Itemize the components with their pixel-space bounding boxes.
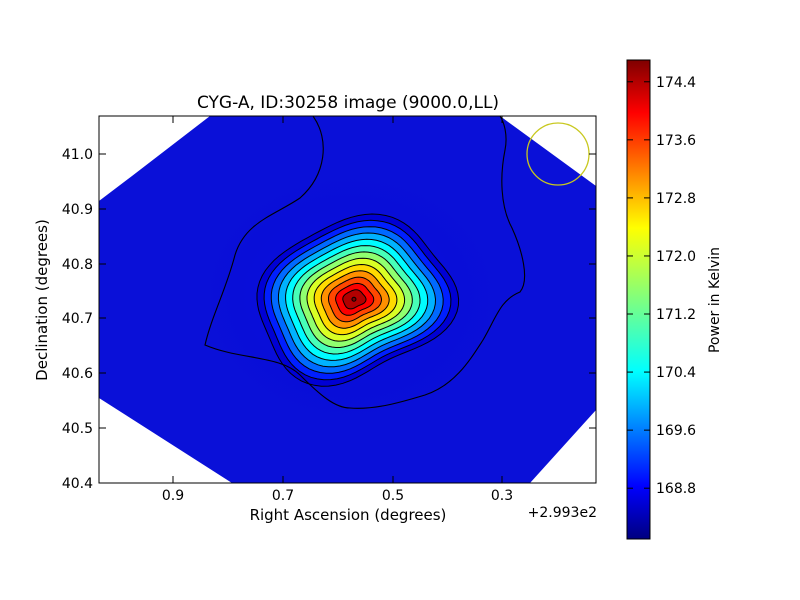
- peak-marker: [351, 296, 357, 302]
- y-tick-label: 40.9: [62, 202, 93, 218]
- contour-lines: [256, 213, 460, 387]
- y-axis: 41.0 40.9 40.8 40.7 40.6 40.5 40.4 Decli…: [33, 147, 596, 492]
- contour-line: [299, 251, 413, 348]
- contour-line: [270, 226, 444, 374]
- y-tick-label: 40.8: [62, 257, 93, 273]
- contour-line: [292, 245, 421, 355]
- chart-title: CYG-A, ID:30258 image (9000.0,LL): [197, 93, 499, 113]
- colorbar-tick-label: 171.2: [656, 307, 696, 323]
- contour-line: [256, 213, 460, 387]
- colorbar-tick-label: 173.6: [656, 133, 696, 149]
- contour-line: [313, 263, 398, 336]
- contour-line: [335, 282, 375, 316]
- plot-area: [98, 115, 597, 484]
- contour-line: [328, 276, 383, 323]
- x-tick-label: 0.3: [491, 488, 513, 504]
- colorbar-tick-label: 172.8: [656, 191, 696, 207]
- colorbar-tick-label: 174.4: [656, 75, 696, 91]
- contour-line: [320, 270, 390, 329]
- contour-line: [263, 219, 452, 381]
- colorbar-tick-label: 168.8: [656, 481, 696, 497]
- contour-line: [306, 257, 406, 342]
- colorbar-ticks: 174.4 173.6 172.8 172.0 171.2 170.4 169.6 168.8: [627, 75, 696, 497]
- colorbar-tick-label: 169.6: [656, 423, 696, 439]
- y-tick-label: 40.7: [62, 311, 93, 327]
- x-tick-label: 0.7: [272, 488, 294, 504]
- contour-line: [342, 289, 367, 310]
- x-tick-label: 0.5: [382, 488, 404, 504]
- x-axis: 0.9 0.7 0.5 0.3 Right Ascension (degrees…: [162, 116, 597, 524]
- y-axis-label: Declination (degrees): [33, 219, 51, 381]
- colorbar-label: Power in Kelvin: [707, 247, 723, 353]
- x-offset-label: +2.993e2: [528, 505, 597, 521]
- y-tick-label: 40.4: [62, 476, 93, 492]
- contour-line: [285, 238, 429, 361]
- y-tick-label: 40.6: [62, 366, 93, 382]
- colorbar-tick-label: 170.4: [656, 365, 696, 381]
- y-tick-label: 41.0: [62, 147, 93, 163]
- colorbar: 174.4 173.6 172.8 172.0 171.2 170.4 169.6 168.8…: [626, 59, 723, 540]
- colorbar-gradient: [626, 59, 651, 540]
- x-axis-label: Right Ascension (degrees): [250, 506, 447, 524]
- x-tick-label: 0.9: [162, 488, 184, 504]
- y-tick-label: 40.5: [62, 421, 93, 437]
- contour-line: [277, 232, 437, 368]
- outer-contour-boundary: [204, 116, 526, 409]
- plot-frame: [98, 115, 597, 484]
- colorbar-tick-label: 172.0: [656, 249, 696, 265]
